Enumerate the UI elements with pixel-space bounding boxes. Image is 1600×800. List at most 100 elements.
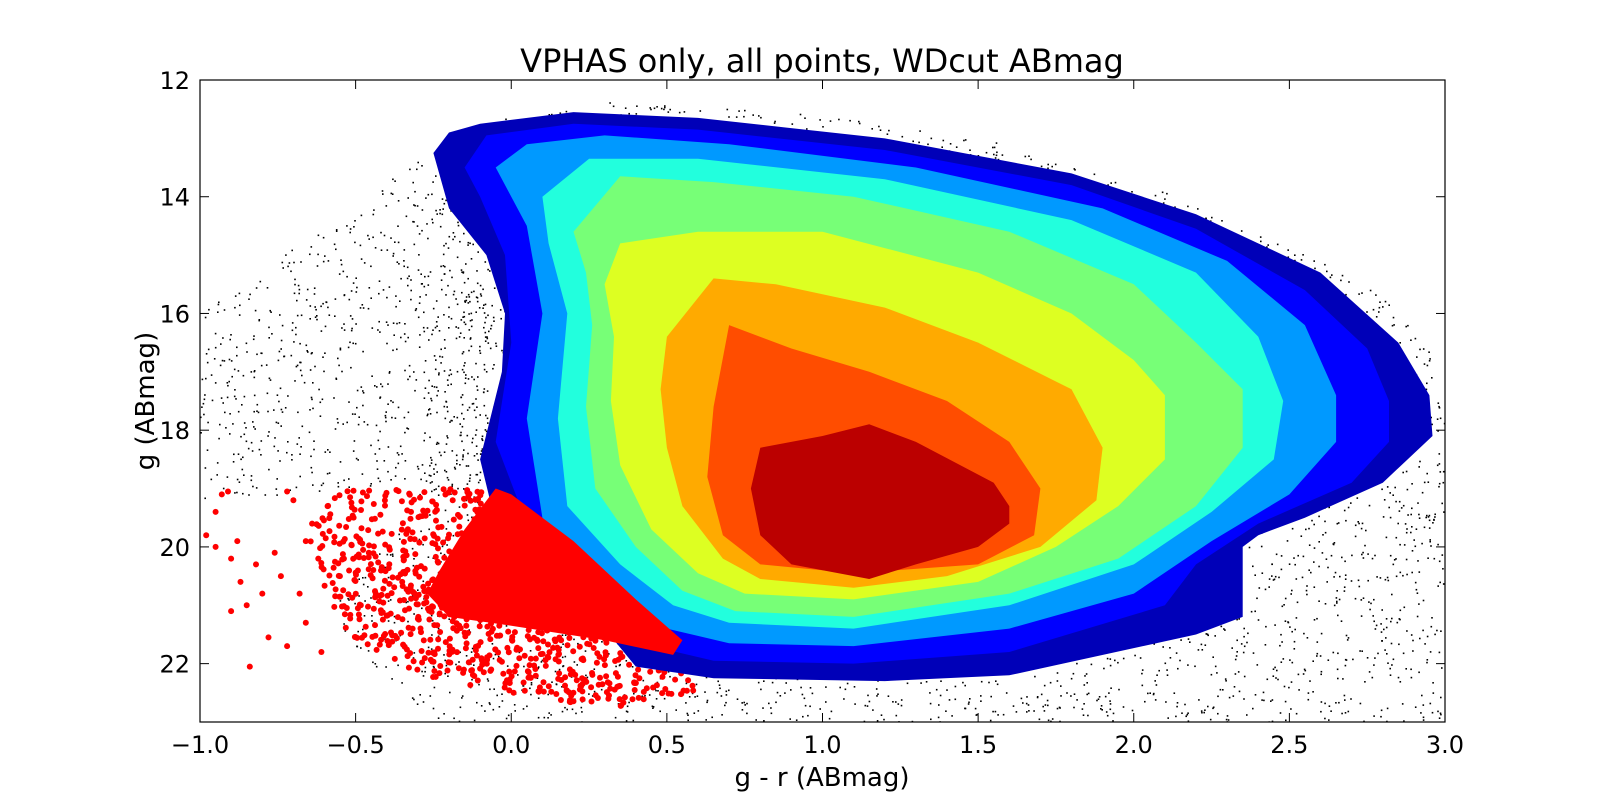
scatter-point-black <box>1372 615 1374 617</box>
scatter-point-black <box>455 663 457 666</box>
scatter-point-black <box>1290 593 1292 595</box>
scatter-point-black <box>1028 710 1030 712</box>
scatter-point-black <box>437 494 440 496</box>
scatter-point-black <box>1162 202 1165 204</box>
scatter-point-black <box>564 655 567 658</box>
scatter-point-black <box>811 692 814 695</box>
scatter-point-black <box>1343 509 1346 512</box>
scatter-point-black <box>1291 630 1293 633</box>
scatter-point-black <box>1439 581 1441 584</box>
scatter-point-black <box>615 665 617 668</box>
scatter-point-black <box>1316 655 1318 657</box>
scatter-point-black <box>547 693 549 696</box>
scatter-point-black <box>430 397 432 400</box>
scatter-point-black <box>967 703 970 705</box>
scatter-point-black <box>962 681 964 684</box>
scatter-point-black <box>941 146 943 148</box>
scatter-point-black <box>1212 656 1214 658</box>
scatter-point-black <box>1025 702 1028 705</box>
scatter-point-black <box>1293 557 1295 559</box>
scatter-point-black <box>1210 673 1213 676</box>
scatter-point-black <box>468 480 471 482</box>
scatter-point-black <box>1331 274 1333 276</box>
scatter-point-black <box>1187 638 1190 640</box>
scatter-point-black <box>1361 522 1364 525</box>
scatter-point-black <box>1158 669 1160 672</box>
scatter-point-black <box>473 290 475 293</box>
scatter-point-black <box>1399 609 1402 612</box>
scatter-point-black <box>872 709 874 711</box>
scatter-point-black <box>1378 306 1381 309</box>
scatter-point-black <box>1164 198 1166 200</box>
scatter-point-black <box>1367 553 1369 555</box>
scatter-point-black <box>1144 700 1146 703</box>
scatter-point-black <box>433 489 436 491</box>
scatter-point-black <box>1437 543 1439 546</box>
scatter-point-black <box>719 687 721 690</box>
scatter-point-black <box>726 108 729 111</box>
scatter-point-black <box>1131 709 1134 712</box>
scatter-point-black <box>1279 712 1282 714</box>
scatter-point-black <box>940 680 942 682</box>
scatter-point-black <box>458 336 461 338</box>
scatter-point-black <box>1373 715 1375 717</box>
scatter-point-black <box>1307 692 1310 694</box>
scatter-point-black <box>688 696 691 698</box>
scatter-point-black <box>901 135 904 138</box>
scatter-point-black <box>1433 518 1435 521</box>
scatter-point-black <box>461 271 463 273</box>
scatter-point-black <box>1243 698 1245 700</box>
scatter-point-black <box>494 653 497 656</box>
scatter-point-black <box>980 680 983 683</box>
scatter-point-black <box>1357 521 1359 523</box>
scatter-point-black <box>470 651 473 653</box>
scatter-point-black <box>422 580 425 583</box>
scatter-point-black <box>1248 546 1251 549</box>
scatter-point-black <box>1277 678 1279 681</box>
scatter-point-black <box>939 694 942 697</box>
scatter-point-black <box>413 652 416 654</box>
scatter-point-black <box>1410 513 1412 516</box>
scatter-point-black <box>436 394 438 397</box>
scatter-point-black <box>488 330 490 333</box>
scatter-point-black <box>484 321 486 324</box>
scatter-point-black <box>1166 192 1168 195</box>
scatter-point-black <box>1281 605 1284 608</box>
scatter-point-black <box>1399 342 1401 344</box>
scatter-point-black <box>1197 208 1199 210</box>
scatter-point-black <box>436 325 438 327</box>
scatter-point-black <box>1431 711 1434 714</box>
scatter-point-black <box>448 316 450 318</box>
scatter-point-black <box>1431 617 1433 619</box>
scatter-point-black <box>1141 672 1143 675</box>
scatter-point-black <box>1107 184 1109 186</box>
scatter-point-black <box>479 293 482 295</box>
scatter-point-black <box>728 689 730 692</box>
scatter-point-black <box>945 710 947 712</box>
scatter-point-black <box>471 678 473 681</box>
scatter-point-black <box>1306 637 1309 639</box>
scatter-point-black <box>1072 672 1075 675</box>
scatter-point-black <box>1395 536 1398 539</box>
scatter-point-black <box>446 406 448 408</box>
scatter-point-black <box>886 133 889 135</box>
scatter-point-black <box>1262 691 1265 694</box>
scatter-point-black <box>466 514 469 516</box>
scatter-point-black <box>1357 579 1360 582</box>
scatter-point-black <box>1388 304 1390 306</box>
scatter-point-black <box>537 666 540 668</box>
scatter-point-black <box>1410 668 1412 671</box>
scatter-point-black <box>375 665 378 668</box>
scatter-point-black <box>1284 597 1287 600</box>
scatter-point-black <box>1379 577 1382 579</box>
scatter-point-black <box>1070 695 1072 697</box>
scatter-point-black <box>1030 158 1032 161</box>
scatter-point-black <box>1291 661 1294 664</box>
scatter-point-black <box>1389 674 1392 676</box>
scatter-point-black <box>803 697 806 700</box>
scatter-point-black <box>1103 667 1105 670</box>
scatter-point-black <box>354 602 356 605</box>
scatter-point-black <box>451 450 454 452</box>
scatter-point-black <box>1096 699 1098 702</box>
scatter-point-black <box>480 705 483 707</box>
